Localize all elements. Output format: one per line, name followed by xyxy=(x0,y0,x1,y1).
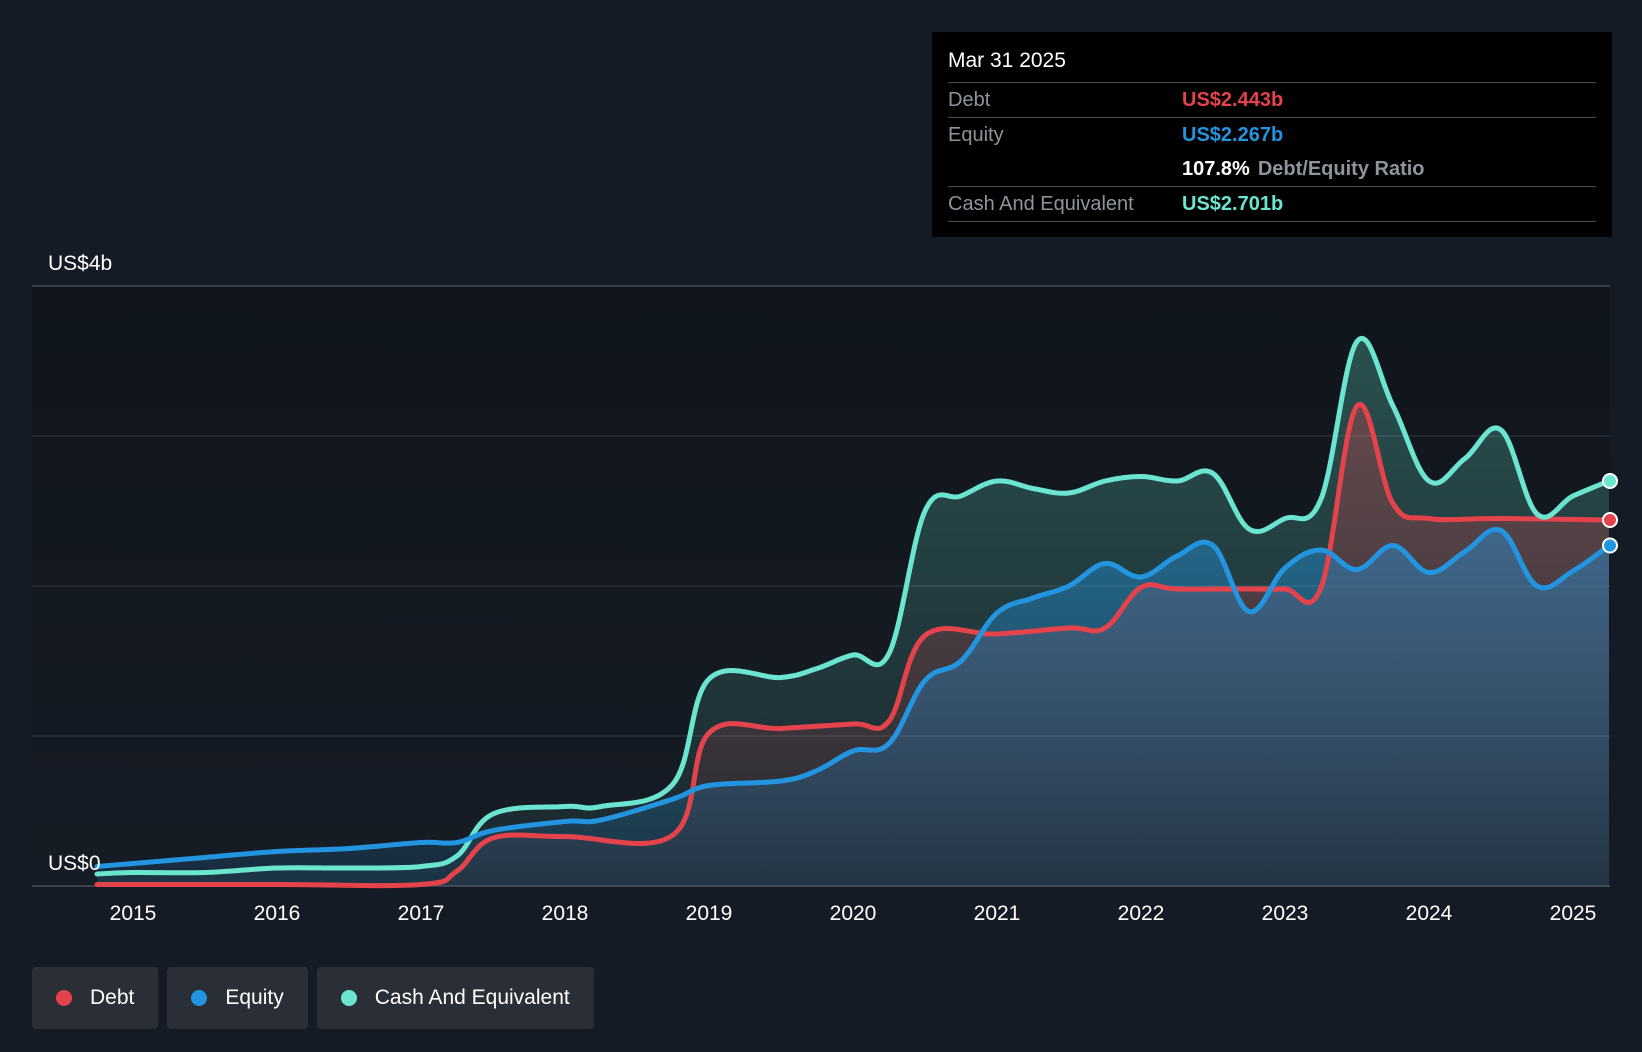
cash-line xyxy=(94,336,1612,877)
x-tick-label: 2023 xyxy=(1262,902,1309,925)
tooltip-date: Mar 31 2025 xyxy=(948,49,1066,72)
equity-area xyxy=(97,529,1609,886)
x-tick-label: 2025 xyxy=(1550,902,1597,925)
tooltip-cash-label: Cash And Equivalent xyxy=(948,192,1134,215)
legend-dot-equity-icon xyxy=(191,990,208,1006)
x-tick-label: 2015 xyxy=(110,902,157,925)
series-areas xyxy=(97,338,1609,886)
tooltip-ratio-label: Debt/Equity Ratio xyxy=(1257,157,1425,180)
tooltip-cash-value: US$2.701b xyxy=(1182,192,1284,215)
x-tick-label: 2017 xyxy=(398,902,445,925)
x-tick-label: 2020 xyxy=(830,902,877,925)
legend-label-debt: Debt xyxy=(90,986,135,1009)
cash-end-marker xyxy=(1602,473,1618,489)
x-tick-label: 2018 xyxy=(542,902,589,925)
tooltip-row-ratio: 107.8% Debt/Equity Ratio xyxy=(948,152,1596,186)
debt-line xyxy=(94,401,1612,889)
x-tick-label: 2024 xyxy=(1406,902,1453,925)
tooltip-equity-label: Equity xyxy=(948,123,1004,146)
x-axis-ticks: 2015 2016 2017 2018 2019 2020 2021 2022 2023 2024… xyxy=(110,902,1597,925)
chart-legend: Debt Equity Cash And Equivalent xyxy=(32,967,594,1029)
x-tick-label: 2021 xyxy=(974,902,1021,925)
x-tick-label: 2019 xyxy=(686,902,733,925)
legend-dot-cash-icon xyxy=(340,990,357,1006)
legend-item-debt[interactable]: Debt xyxy=(32,967,159,1029)
tooltip-ratio-value: 107.8% xyxy=(1182,157,1250,180)
hover-tooltip: Mar 31 2025 Debt US$2.443b Equity US$2.2… xyxy=(932,32,1612,237)
legend-label-equity: Equity xyxy=(225,986,284,1009)
legend-item-equity[interactable]: Equity xyxy=(167,967,308,1029)
x-tick-label: 2022 xyxy=(1118,902,1165,925)
y-axis-top-label: US$4b xyxy=(48,252,112,275)
series-lines xyxy=(94,336,1612,889)
tooltip-debt-label: Debt xyxy=(948,88,991,111)
tooltip-debt-value: US$2.443b xyxy=(1182,88,1284,111)
equity-end-marker xyxy=(1602,537,1618,554)
y-axis-bottom-label: US$0 xyxy=(48,852,101,875)
tooltip-row-debt: Debt US$2.443b xyxy=(948,82,1596,117)
debt-end-marker xyxy=(1602,512,1618,528)
legend-item-cash[interactable]: Cash And Equivalent xyxy=(316,967,594,1029)
x-tick-label: 2016 xyxy=(254,902,301,925)
legend-label-cash: Cash And Equivalent xyxy=(374,986,570,1009)
tooltip-row-equity: Equity US$2.267b xyxy=(948,117,1596,152)
legend-dot-debt-icon xyxy=(56,990,72,1006)
tooltip-equity-value: US$2.267b xyxy=(1182,123,1284,146)
tooltip-row-cash: Cash And Equivalent US$2.701b xyxy=(948,186,1596,222)
end-markers xyxy=(1602,473,1618,554)
equity-line xyxy=(94,526,1612,869)
